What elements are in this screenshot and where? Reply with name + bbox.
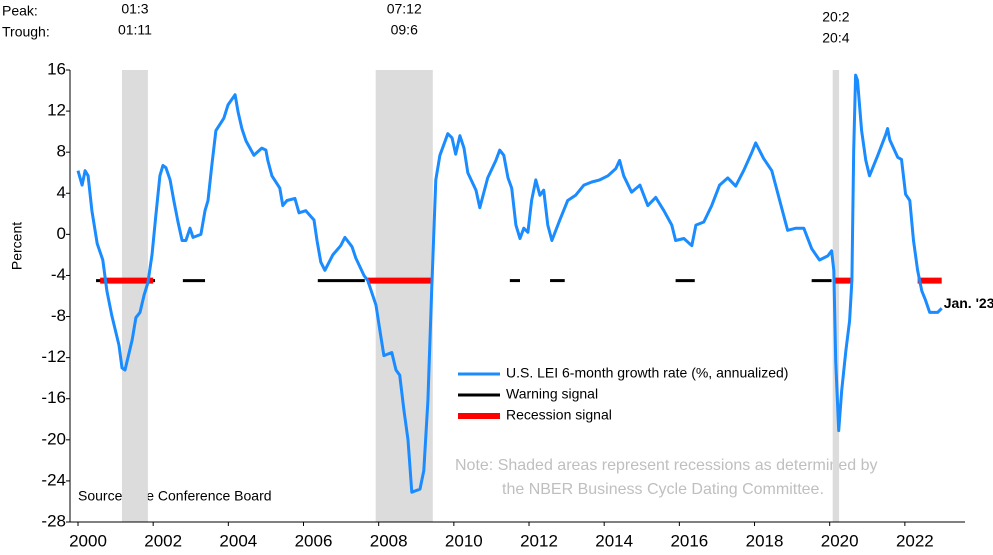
data-line — [76, 73, 943, 494]
y-tick-label: 16 — [47, 59, 66, 78]
note: the NBER Business Cycle Dating Committee… — [502, 481, 824, 498]
recession-peak-label: 20:2 — [822, 9, 849, 25]
x-tick-label: 2018 — [746, 531, 784, 550]
y-tick-label: -4 — [51, 265, 66, 284]
note: Note: Shaded areas represent recessions … — [455, 457, 877, 474]
x-tick-label: 2020 — [821, 531, 859, 550]
y-tick-label: -28 — [41, 511, 66, 530]
x-tick-label: 2000 — [69, 531, 107, 550]
y-tick-label: -12 — [41, 347, 66, 366]
legend-label: Warning signal — [506, 386, 598, 402]
recession-shade — [375, 70, 433, 522]
x-tick-label: 2002 — [144, 531, 182, 550]
y-tick-label: 8 — [57, 142, 66, 161]
x-tick-label: 2008 — [370, 531, 408, 550]
legend-label: Recession signal — [506, 407, 612, 423]
y-tick-label: 12 — [47, 101, 66, 120]
y-tick-label: 0 — [57, 224, 66, 243]
plot-background — [121, 70, 840, 522]
x-tick-label: 2012 — [520, 531, 558, 550]
x-tick-label: 2004 — [219, 531, 257, 550]
recession-peak-label: 01:3 — [121, 1, 148, 17]
peak-label: Peak: — [2, 3, 38, 19]
x-tick-label: 2014 — [595, 531, 633, 550]
y-axis-label: Percent — [9, 222, 25, 270]
x-tick-label: 2006 — [295, 531, 333, 550]
recession-trough-label: 20:4 — [822, 30, 849, 46]
recession-trough-label: 01:11 — [118, 22, 152, 38]
y-tick-label: -20 — [41, 429, 66, 448]
y-tick-label: -16 — [41, 388, 66, 407]
y-tick-label: 4 — [57, 183, 66, 202]
recession-trough-label: 09:6 — [391, 22, 418, 38]
y-tick-label: -8 — [51, 306, 66, 325]
trough-label: Trough: — [2, 24, 50, 40]
y-tick-label: -24 — [41, 470, 66, 489]
x-tick-label: 2022 — [896, 531, 934, 550]
x-tick-label: 2010 — [445, 531, 483, 550]
end-annotation: Jan. '23 — [944, 295, 993, 311]
x-tick-label: 2016 — [670, 531, 708, 550]
recession-peak-label: 07:12 — [387, 1, 422, 17]
source: Source: The Conference Board — [78, 488, 272, 504]
legend-label: U.S. LEI 6-month growth rate (%, annuali… — [506, 365, 788, 381]
recession-shade — [832, 70, 840, 522]
